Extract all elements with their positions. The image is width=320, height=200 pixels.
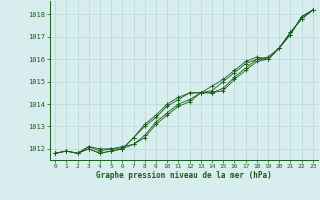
X-axis label: Graphe pression niveau de la mer (hPa): Graphe pression niveau de la mer (hPa) [96,171,272,180]
